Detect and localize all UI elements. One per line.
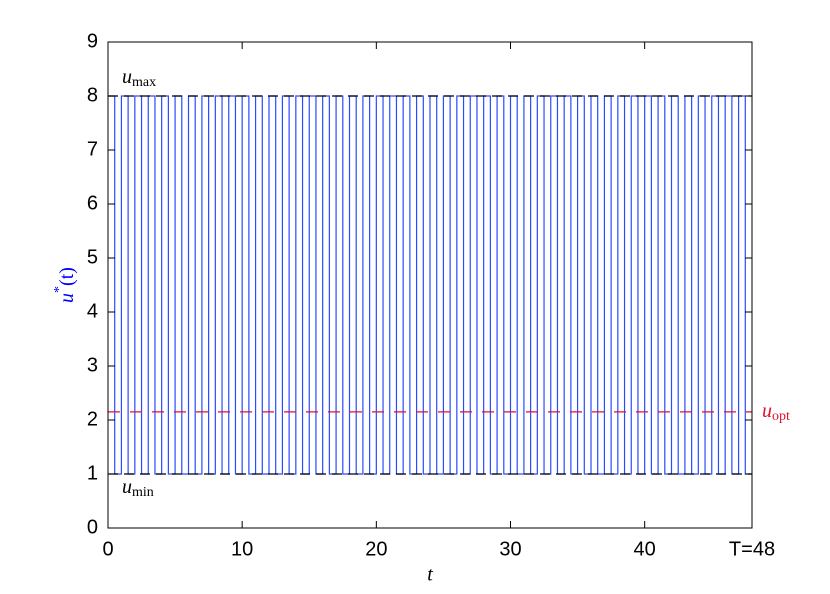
y-label-base: u xyxy=(56,293,78,303)
y-tick-label: 4 xyxy=(87,300,98,322)
reference-label: umax xyxy=(122,66,156,91)
y-tick-label: 3 xyxy=(87,354,98,376)
x-tick-label: 20 xyxy=(365,538,387,560)
y-axis-label: u*(t) xyxy=(52,267,77,303)
y-label-sup: * xyxy=(52,286,67,293)
label-sub: min xyxy=(132,485,154,500)
y-tick-label: 2 xyxy=(87,408,98,430)
signal-line xyxy=(108,95,752,475)
label-base: u xyxy=(122,476,132,498)
x-axis-label: t xyxy=(427,564,433,586)
y-tick-label: 1 xyxy=(87,462,98,484)
y-tick-label: 8 xyxy=(87,84,98,106)
y-tick-label: 9 xyxy=(87,30,98,52)
y-tick-label: 7 xyxy=(87,138,98,160)
label-base: u xyxy=(122,66,132,88)
x-tick-label: T=48 xyxy=(729,538,775,560)
x-tick-label: 0 xyxy=(102,538,113,560)
reference-label: umin xyxy=(122,476,154,501)
y-tick-label: 0 xyxy=(87,516,98,538)
y-label-rest: (t) xyxy=(56,267,78,286)
y-tick-label: 5 xyxy=(87,246,98,268)
x-tick-label: 10 xyxy=(231,538,253,560)
label-base: u xyxy=(762,399,772,421)
label-sub: opt xyxy=(772,409,790,424)
y-tick-label: 6 xyxy=(87,192,98,214)
reference-label: uopt xyxy=(762,399,790,424)
plot-frame xyxy=(107,41,753,529)
label-sub: max xyxy=(132,75,156,90)
x-tick-label: 40 xyxy=(634,538,656,560)
x-tick-label: 30 xyxy=(499,538,521,560)
